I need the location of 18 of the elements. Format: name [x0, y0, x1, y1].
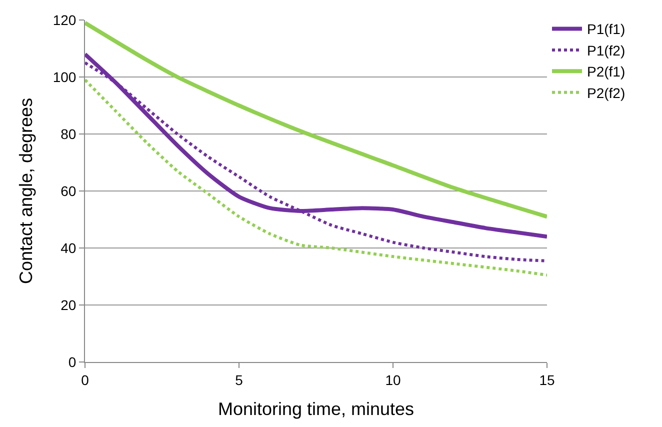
legend-label: P1(f1) — [587, 21, 626, 38]
y-tick-label: 80 — [60, 126, 76, 142]
y-tick-label: 40 — [60, 240, 76, 256]
x-tick-label: 5 — [235, 372, 244, 388]
y-axis-title: Contact angle, degrees — [16, 98, 36, 284]
y-tick-label: 120 — [52, 12, 76, 28]
y-tick-label: 100 — [52, 68, 76, 85]
y-tick-label: 60 — [60, 182, 76, 199]
x-tick-label: 10 — [385, 372, 401, 388]
x-axis-title: Monitoring time, minutes — [218, 398, 414, 419]
y-tick-label: 0 — [68, 354, 76, 370]
line-series — [85, 20, 547, 219]
legend-label: P2(f2) — [587, 84, 626, 101]
x-tick-label: 15 — [539, 372, 555, 388]
y-tick-label: 20 — [60, 296, 76, 313]
legend-label: P2(f1) — [587, 64, 626, 80]
legend-label: P1(f2) — [587, 42, 626, 58]
x-tick-label: 0 — [81, 372, 90, 388]
